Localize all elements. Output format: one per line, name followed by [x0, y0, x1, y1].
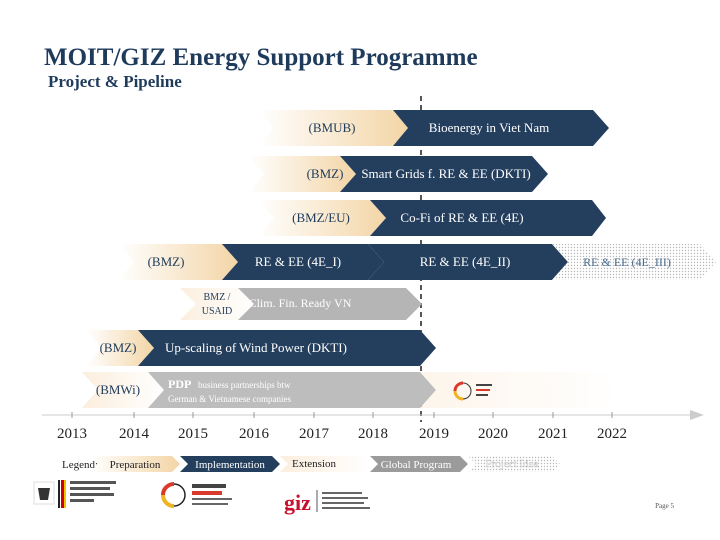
- svg-text:giz: giz: [284, 490, 311, 515]
- project-wind-power: (BMZ) Up-scaling of Wind Power (DKTI): [86, 330, 436, 366]
- page-title: MOIT/GIZ Energy Support Programme: [44, 44, 478, 71]
- project-name: Clim. Fin. Ready VN: [249, 296, 352, 310]
- year-label: 2022: [597, 426, 627, 442]
- project-re-ee: (BMZ) RE & EE (4E_I) RE & EE (4E_II) RE …: [118, 244, 716, 280]
- project-name-phase1: RE & EE (4E_I): [255, 254, 341, 269]
- year-label: 2014: [119, 426, 150, 442]
- funder-label: (BMZ): [307, 166, 344, 181]
- year-label: 2017: [299, 426, 330, 442]
- legend: Legend: Preparation Implementation Exten…: [62, 456, 560, 472]
- project-name-phase2: RE & EE (4E_II): [420, 254, 511, 269]
- funder-label-line2: USAID: [202, 306, 233, 317]
- project-cofi: (BMZ/EU) Co-Fi of RE & EE (4E): [258, 200, 606, 236]
- legend-implementation-swatch: [180, 456, 280, 472]
- year-label: 2013: [57, 426, 87, 442]
- funder-label: (BMZ): [148, 254, 185, 269]
- legend-item-extension: Extension: [292, 458, 336, 470]
- funder-label: (BMUB): [309, 120, 356, 135]
- phase-implementation-bioenergy: [393, 110, 609, 146]
- project-smart-grids: (BMZ) Smart Grids f. RE & EE (DKTI): [248, 156, 548, 192]
- project-name: Up-scaling of Wind Power (DKTI): [165, 340, 347, 355]
- project-name: Bioenergy in Viet Nam: [429, 120, 549, 135]
- project-name: Smart Grids f. RE & EE (DKTI): [361, 166, 530, 181]
- year-ticks: [71, 412, 613, 418]
- year-labels: 2013 2014 2015 2016 2017 2018 2019 2020 …: [57, 426, 627, 442]
- year-label: 2020: [478, 426, 508, 442]
- year-label: 2021: [538, 426, 568, 442]
- giz-logo: giz: [284, 490, 370, 515]
- project-bioenergy: (BMUB) Bioenergy in Viet Nam: [258, 110, 609, 146]
- year-label: 2019: [419, 426, 449, 442]
- project-name-phase3: RE & EE (4E_III): [583, 255, 671, 269]
- year-label: 2015: [178, 426, 208, 442]
- legend-item-preparation: Preparation: [110, 459, 161, 471]
- pdp-label: PDP: [168, 377, 191, 391]
- legend-label: Legend:: [62, 459, 98, 471]
- funder-label: (BMZ/EU): [292, 210, 350, 225]
- funder-label: (BMWi): [96, 382, 140, 397]
- pdp-text-line1: business partnerships btw: [198, 380, 291, 390]
- year-label: 2016: [239, 426, 270, 442]
- phase-preparation-bioenergy: [258, 110, 408, 146]
- funder-label-line1: BMZ /: [204, 292, 231, 303]
- page-subtitle: Project & Pipeline: [48, 72, 182, 91]
- project-clim-fin: BMZ / USAID Clim. Fin. Ready VN: [180, 288, 422, 320]
- legend-item-implementation: Implementation: [195, 459, 265, 471]
- legend-global-program-swatch: [370, 456, 468, 472]
- year-label: 2018: [358, 426, 388, 442]
- develoPPP-logo: [161, 482, 232, 508]
- legend-extension-swatch: [280, 456, 370, 472]
- project-pdp: (BMWi) PDP business partnerships btw Ger…: [82, 372, 620, 408]
- page-number: Page 5: [655, 502, 674, 510]
- pdp-text-line2: German & Vietnamese companies: [168, 394, 292, 404]
- funder-label: (BMZ): [100, 340, 137, 355]
- bmwi-logo: [33, 480, 116, 508]
- legend-preparation-swatch: [90, 456, 180, 472]
- legend-project-idea-swatch: [468, 456, 560, 472]
- project-name: Co-Fi of RE & EE (4E): [400, 210, 523, 225]
- legend-item-global-program: Global Program: [381, 459, 452, 471]
- legend-item-project-idea: Project Idea: [486, 458, 539, 470]
